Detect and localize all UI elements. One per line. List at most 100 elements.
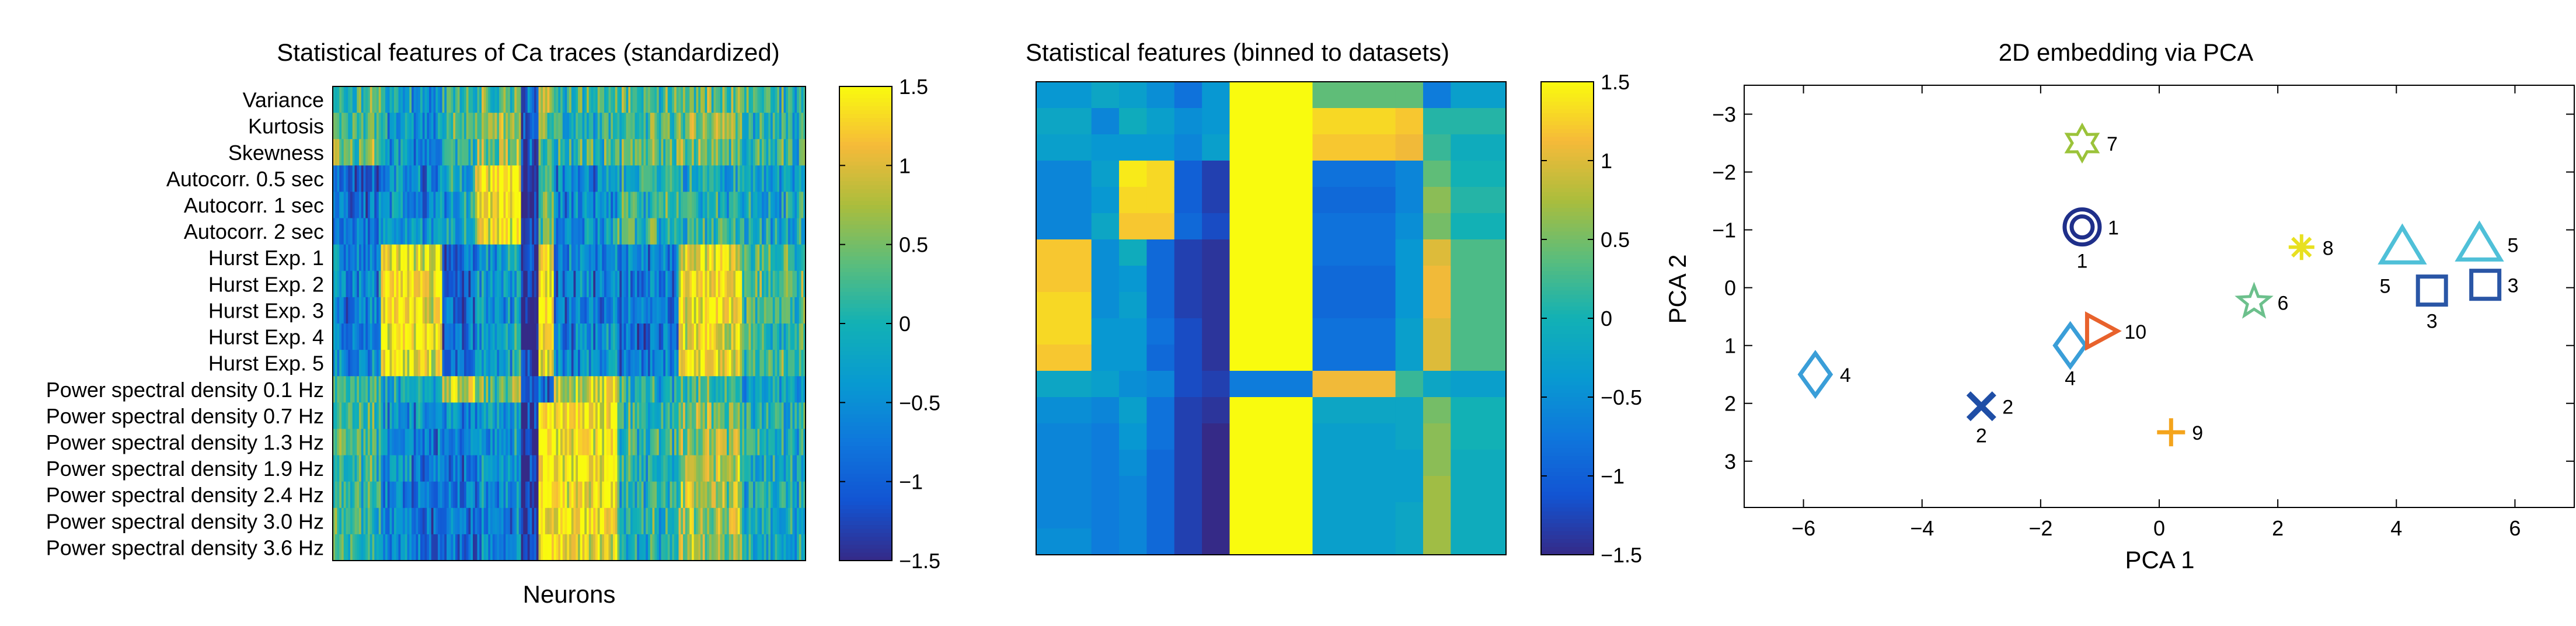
heatmap1-cell <box>622 113 625 140</box>
heatmap1-cell <box>698 455 701 482</box>
heatmap1-cell <box>587 402 590 430</box>
heatmap1-cell <box>707 455 710 482</box>
heatmap1-cell <box>794 324 797 350</box>
heatmap1-cell <box>685 534 688 561</box>
colorbar-segment <box>839 470 892 474</box>
heatmap1-cell <box>381 297 384 324</box>
heatmap1-cell <box>777 534 780 561</box>
heatmap1-cell <box>779 218 782 245</box>
heatmap1-cell <box>698 481 701 509</box>
heatmap1-cell <box>448 297 452 324</box>
heatmap1-cell <box>383 429 386 456</box>
heatmap1-cell <box>661 350 664 377</box>
heatmap2-cell <box>1451 528 1507 555</box>
heatmap1-cell <box>447 481 449 509</box>
heatmap1-cell <box>352 376 355 403</box>
heatmap1-cell <box>536 139 539 166</box>
heatmap1-cell <box>746 350 750 377</box>
heatmap1-cell <box>525 270 528 298</box>
heatmap1-cell <box>363 402 366 430</box>
heatmap1-cell <box>678 350 681 377</box>
heatmap1-cell <box>352 165 355 193</box>
heatmap1-cell <box>658 376 662 403</box>
heatmap1-cell <box>333 165 336 193</box>
heatmap1-cell <box>753 429 756 456</box>
heatmap1-cell <box>772 192 776 219</box>
heatmap1-cell <box>626 481 629 509</box>
heatmap1-cell <box>510 218 513 245</box>
heatmap1-cell <box>424 297 427 324</box>
heatmap1-cell <box>538 324 541 350</box>
heatmap1-cell <box>573 324 576 350</box>
heatmap1-cell <box>346 297 348 324</box>
heatmap1-cell <box>711 192 714 219</box>
heatmap1-cell <box>558 534 561 561</box>
heatmap1-cell <box>337 534 340 561</box>
heatmap1-cell <box>576 402 578 430</box>
heatmap1-cell <box>735 455 738 482</box>
heatmap1-cell <box>457 481 461 509</box>
heatmap1-cell <box>768 455 771 482</box>
heatmap1-cell <box>737 244 741 272</box>
heatmap1-cell <box>772 139 776 166</box>
heatmap1-cell <box>405 218 408 245</box>
heatmap1-cell <box>420 113 423 140</box>
heatmap1-cell <box>427 86 430 113</box>
heatmap1-cell <box>532 270 535 298</box>
heatmap1-cell <box>503 297 506 324</box>
heatmap1-cell <box>674 481 677 509</box>
heatmap1-cell <box>654 86 657 113</box>
heatmap1-cell <box>529 244 532 272</box>
heatmap1-cell <box>580 534 583 561</box>
heatmap1-cell <box>711 86 714 113</box>
heatmap1-cell <box>720 297 723 324</box>
heatmap1-cell <box>339 139 342 166</box>
heatmap1-cell <box>558 218 561 245</box>
heatmap1-cell <box>622 324 625 350</box>
heatmap2-cell <box>1451 161 1507 187</box>
heatmap1-cell <box>622 534 625 561</box>
heatmap1-cell <box>517 86 520 113</box>
heatmap1-cell <box>538 481 541 509</box>
heatmap1-cell <box>576 534 578 561</box>
heatmap1-cell <box>517 376 520 403</box>
heatmap1-cell <box>549 192 552 219</box>
heatmap1-cell <box>348 455 351 482</box>
heatmap1-cell <box>409 402 412 430</box>
colorbar-segment <box>839 402 892 407</box>
heatmap1-cell <box>676 455 679 482</box>
heatmap1-cell <box>357 455 360 482</box>
heatmap1-cell <box>744 534 747 561</box>
heatmap1-cell <box>374 534 377 561</box>
heatmap1-cell <box>543 297 546 324</box>
heatmap1-cell <box>731 455 734 482</box>
heatmap1-cell <box>448 534 452 561</box>
heatmap1-cell <box>564 455 567 482</box>
heatmap1-cell <box>488 192 491 219</box>
heatmap2-cell <box>1091 82 1120 109</box>
heatmap1-cell <box>632 113 636 140</box>
colorbar-segment <box>839 224 892 229</box>
heatmap2-cell <box>1174 239 1202 266</box>
heatmap1-cell <box>635 534 637 561</box>
heatmap1-cell <box>781 165 785 193</box>
heatmap2-cell <box>1395 108 1424 135</box>
heatmap1-cell <box>398 534 401 561</box>
heatmap1-cell <box>582 297 585 324</box>
heatmap1-cell <box>508 481 511 509</box>
heatmap1-cell <box>693 165 697 193</box>
heatmap1-cell <box>394 218 397 245</box>
heatmap1-cell <box>501 507 504 535</box>
heatmap1-cell <box>569 113 572 140</box>
heatmap1-cell <box>510 244 513 272</box>
heatmap1-cell <box>608 534 611 561</box>
heatmap1-cell <box>777 481 780 509</box>
heatmap1-cell <box>779 113 782 140</box>
heatmap1-cell <box>674 244 677 272</box>
heatmap1-cell <box>440 113 443 140</box>
heatmap1-cell <box>538 297 541 324</box>
heatmap1-cell <box>433 113 436 140</box>
heatmap1-cell <box>429 481 432 509</box>
heatmap1-cell <box>635 429 637 456</box>
